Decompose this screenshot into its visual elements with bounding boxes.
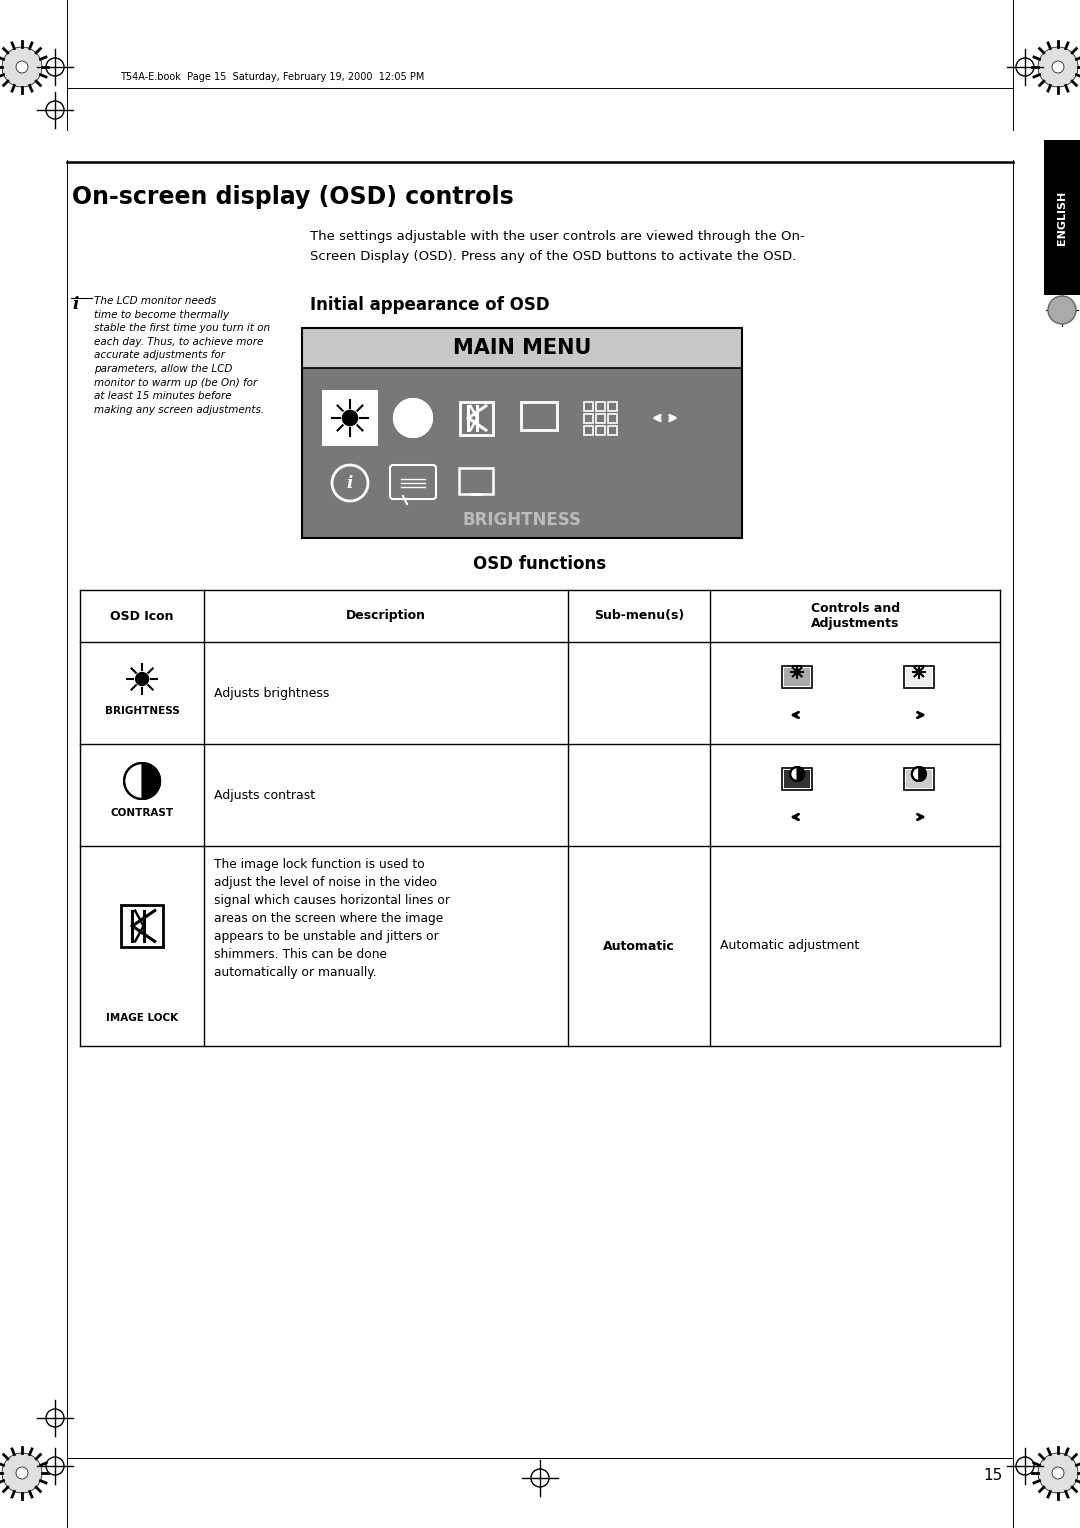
Circle shape [912,767,926,781]
Circle shape [916,669,921,675]
Bar [322,390,378,446]
Text: Screen Display (OSD). Press any of the OSD buttons to activate the OSD.: Screen Display (OSD). Press any of the O… [310,251,796,263]
Bar [302,329,742,538]
Text: i: i [347,475,353,492]
Text: BRIGHTNESS: BRIGHTNESS [462,510,581,529]
Text: CONTRAST: CONTRAST [110,808,174,817]
Text: The image lock function is used to
adjust the level of noise in the video
signal: The image lock function is used to adjus… [214,859,450,979]
Bar [302,368,742,538]
Bar [782,666,812,688]
Bar [459,402,492,434]
Bar [784,770,810,788]
Circle shape [1048,296,1076,324]
Text: 15: 15 [984,1468,1003,1484]
Bar [608,426,617,435]
Text: Automatic: Automatic [603,940,675,952]
Bar [521,402,557,429]
Circle shape [16,1467,28,1479]
Text: On-screen display (OSD) controls: On-screen display (OSD) controls [72,185,514,209]
Polygon shape [919,767,926,781]
Text: ENGLISH: ENGLISH [1057,191,1067,244]
Bar [596,402,605,411]
Circle shape [1038,47,1078,87]
Bar [302,329,742,368]
Circle shape [2,47,42,87]
Text: BRIGHTNESS: BRIGHTNESS [105,706,179,717]
Bar [596,414,605,423]
Polygon shape [413,399,432,437]
Circle shape [394,399,432,437]
Bar [904,769,934,790]
Bar [906,668,932,686]
Bar [906,770,932,788]
Bar [784,668,810,686]
Circle shape [16,61,28,73]
Bar [121,905,163,947]
Circle shape [1038,1453,1078,1493]
Bar [584,414,593,423]
Text: Description: Description [346,610,426,622]
Polygon shape [797,767,805,781]
Polygon shape [143,762,160,799]
Text: Automatic adjustment: Automatic adjustment [720,940,860,952]
Text: Adjusts contrast: Adjusts contrast [214,788,315,802]
Bar [584,426,593,435]
Circle shape [124,762,160,799]
Text: MAIN MENU: MAIN MENU [453,338,591,358]
Circle shape [795,669,800,675]
Bar [904,666,934,688]
Text: Adjusts brightness: Adjusts brightness [214,686,329,700]
Text: i: i [72,296,79,313]
Bar [596,426,605,435]
Bar [1044,141,1080,295]
Text: IMAGE LOCK: IMAGE LOCK [106,1013,178,1024]
Circle shape [1052,1467,1064,1479]
Text: OSD Icon: OSD Icon [110,610,174,622]
Text: Sub-menu(s): Sub-menu(s) [594,610,684,622]
Bar [608,402,617,411]
Circle shape [2,1453,42,1493]
Text: The LCD monitor needs
time to become thermally
stable the first time you turn it: The LCD monitor needs time to become the… [94,296,270,414]
Text: Controls and
Adjustments: Controls and Adjustments [810,602,900,630]
Bar [608,414,617,423]
Text: The settings adjustable with the user controls are viewed through the On-: The settings adjustable with the user co… [310,231,805,243]
Bar [584,402,593,411]
Text: Initial appearance of OSD: Initial appearance of OSD [310,296,550,313]
Circle shape [1052,61,1064,73]
Text: T54A-E.book  Page 15  Saturday, February 19, 2000  12:05 PM: T54A-E.book Page 15 Saturday, February 1… [120,72,424,83]
Bar [459,468,492,494]
Bar [782,769,812,790]
Circle shape [342,411,357,426]
Circle shape [136,672,149,686]
Circle shape [791,767,805,781]
Text: OSD functions: OSD functions [473,555,607,573]
